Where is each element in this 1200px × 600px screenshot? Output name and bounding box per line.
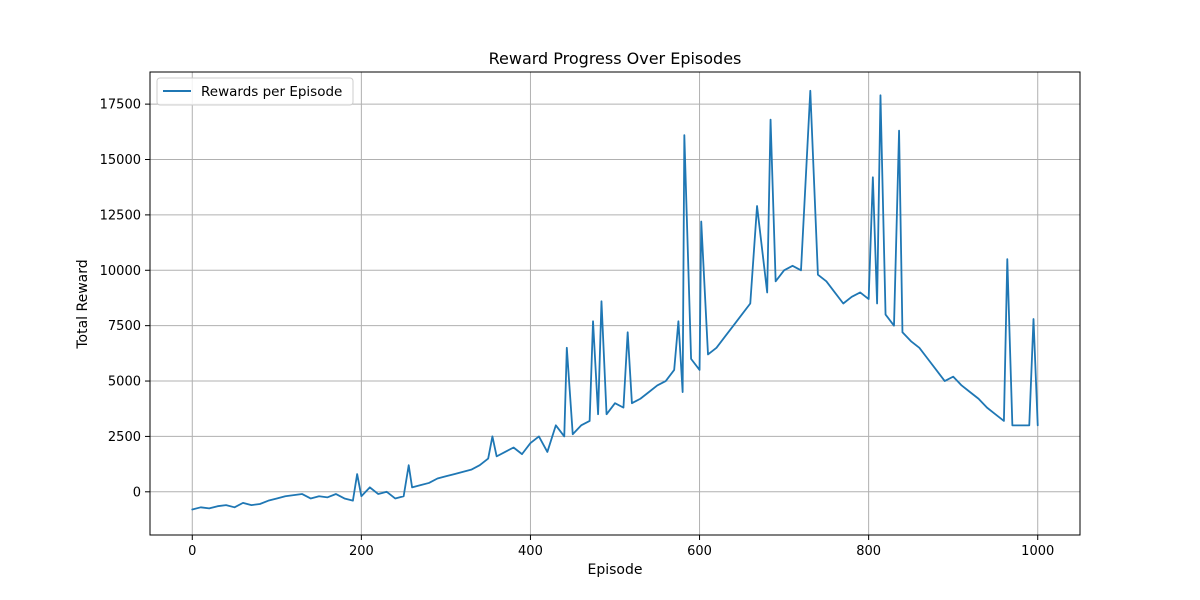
chart-title: Reward Progress Over Episodes [489, 49, 742, 68]
x-tick-label: 800 [856, 544, 881, 559]
y-tick-label: 15000 [100, 153, 141, 168]
y-tick-label: 10000 [100, 264, 141, 279]
y-tick-label: 2500 [108, 430, 141, 445]
x-tick-label: 0 [188, 544, 196, 559]
y-tick-label: 5000 [108, 375, 141, 390]
x-axis-label: Episode [588, 562, 643, 578]
legend-label: Rewards per Episode [201, 84, 342, 100]
grid [150, 72, 1080, 535]
y-tick-label: 17500 [100, 98, 141, 113]
y-tick-label: 12500 [100, 208, 141, 223]
series-line [191, 89, 1039, 511]
legend: Rewards per Episode [156, 77, 354, 106]
x-tick-label: 600 [687, 544, 712, 559]
plot-frame [149, 71, 1081, 536]
legend-box [156, 77, 354, 106]
axis-ticks: 0 200 400 600 800 100002500500075001000012500… [100, 98, 1055, 559]
x-tick-label: 400 [518, 544, 543, 559]
y-axis-label: Total Reward [75, 259, 91, 349]
y-tick-label: 0 [133, 485, 141, 500]
y-tick-label: 7500 [108, 319, 141, 334]
series-layer [191, 89, 1039, 511]
x-tick-label: 200 [349, 544, 374, 559]
x-tick-label: 1000 [1021, 544, 1054, 559]
